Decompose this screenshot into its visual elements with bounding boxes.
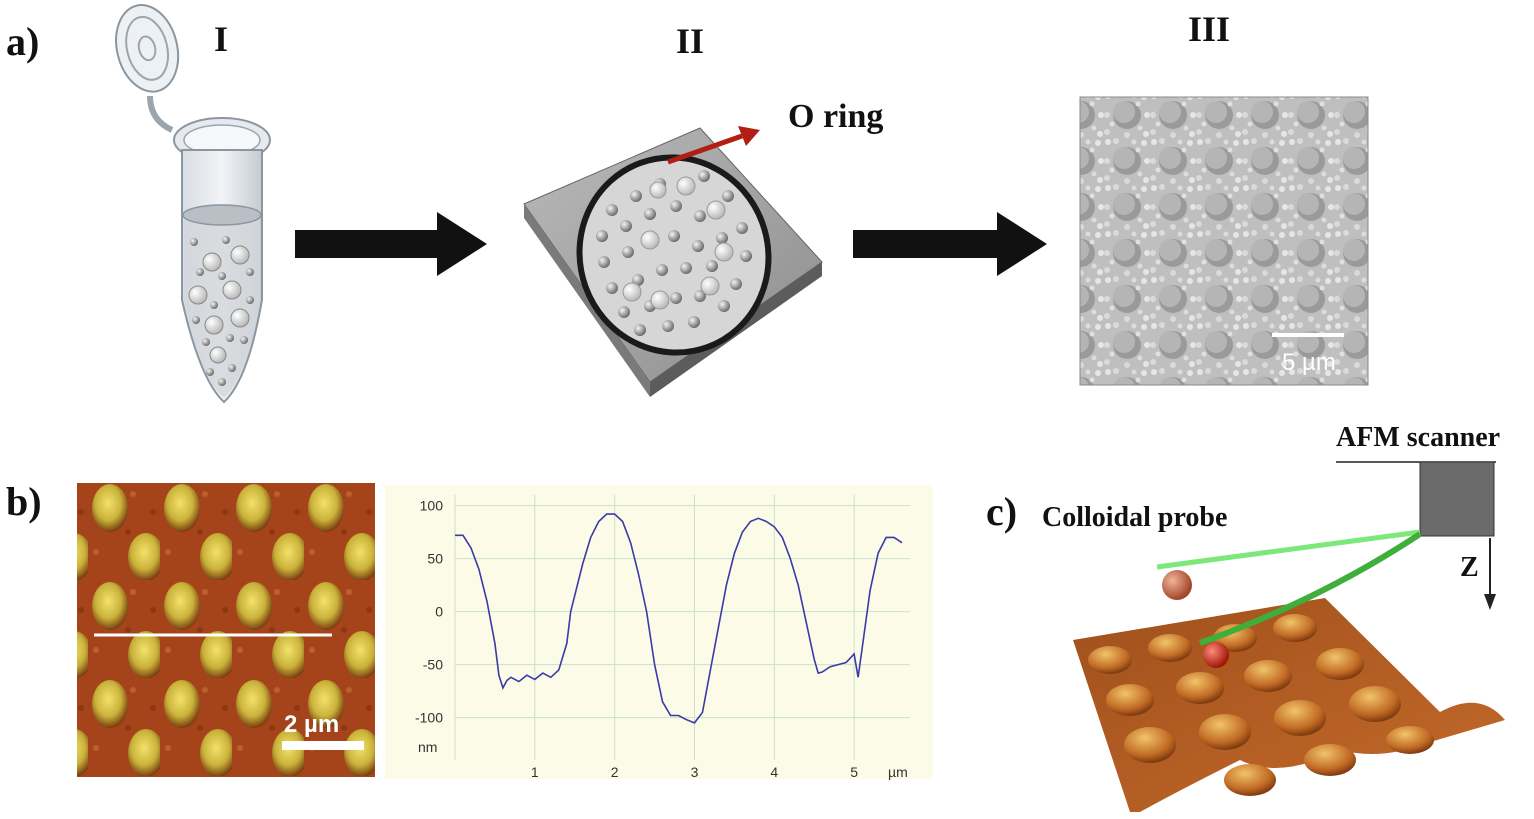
afm-3d-surface	[1073, 598, 1505, 812]
cantilever-bent	[1198, 531, 1422, 646]
colloidal-probe-contact-bead-icon	[1203, 642, 1229, 668]
chart-series-line	[455, 513, 903, 724]
o-ring-pointer-arrow	[667, 126, 760, 165]
chart-y-tick-label: -100	[415, 710, 443, 726]
chart-x-tick-label: 1	[531, 764, 539, 780]
step-label-1: I	[214, 19, 229, 59]
sem-scale-bar	[1272, 333, 1344, 337]
panel-label-b: b)	[6, 479, 42, 524]
afm-scanner-label: AFM scanner	[1336, 422, 1501, 453]
chart-y-tick-label: 50	[427, 551, 443, 567]
panel-label-a: a)	[6, 19, 40, 64]
chart-x-tick-label: 4	[770, 764, 778, 780]
chart-x-tick-label: 2	[611, 764, 619, 780]
chart-x-ticks: 1 2 3 4 5	[531, 764, 858, 780]
afm-scale-bar	[282, 741, 364, 750]
process-arrow-2	[853, 212, 1047, 276]
z-axis-label: Z	[1460, 552, 1479, 583]
chart-x-tick-label: 5	[850, 764, 858, 780]
cantilever-straight	[1156, 529, 1421, 570]
eppendorf-tube-icon	[115, 4, 271, 404]
substrate-with-o-ring-icon	[523, 127, 823, 397]
chart-x-axis-label: µm	[888, 764, 908, 780]
panel-label-c: c)	[986, 489, 1018, 534]
chart-y-ticks: 100 50 0 -50 -100	[415, 498, 443, 726]
step-label-2: II	[676, 21, 705, 61]
chart-y-tick-label: 100	[420, 498, 444, 514]
z-axis-arrow	[1484, 538, 1496, 610]
particle-beads	[188, 236, 254, 386]
chart-y-tick-label: -50	[423, 657, 443, 673]
chart-y-tick-label: 0	[435, 604, 443, 620]
chart-background	[385, 485, 933, 779]
process-arrow-1	[295, 212, 487, 276]
colloidal-probe-label: Colloidal probe	[1042, 502, 1228, 533]
o-ring-label: O ring	[788, 98, 884, 135]
step-label-3: III	[1188, 9, 1231, 49]
chart-y-axis-label: nm	[418, 739, 437, 755]
afm-scale-bar-label: 2 µm	[284, 711, 339, 738]
afm-image: 2 µm	[77, 483, 375, 777]
afm-scanner-block	[1336, 461, 1496, 537]
colloidal-probe-bead-icon	[1162, 570, 1192, 600]
height-profile-chart: 100 50 0 -50 -100 1 2 3 4 5 nm µm	[385, 485, 933, 780]
chart-x-tick-label: 3	[691, 764, 699, 780]
sem-scale-bar-label: 5 µm	[1282, 349, 1336, 376]
sem-image: 5 µm	[1079, 96, 1369, 386]
